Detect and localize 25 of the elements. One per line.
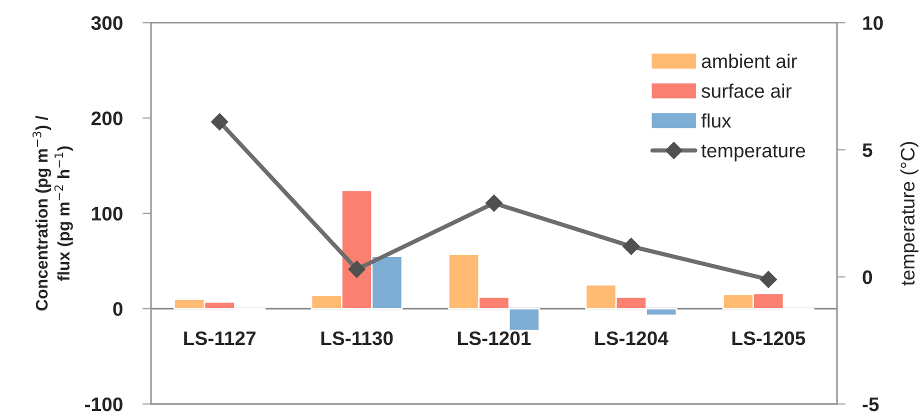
y2-tick-label: 5	[862, 143, 872, 158]
y-tick-label: 0	[113, 302, 122, 316]
y2-axis-title: temperature (°C)	[900, 142, 918, 286]
text: Concentration (pg m$^{−3}$) / flux (pg m$^{−2}$ h$^{−1}$)	[32, 116, 73, 310]
legend-label: temperature	[701, 144, 806, 162]
point	[622, 238, 640, 255]
point	[760, 270, 777, 288]
y-tick-label: 200	[91, 111, 122, 126]
x-tick-label: LS-1205	[732, 331, 806, 346]
y2-tick-label: -5	[862, 398, 879, 412]
y-tick-label: 300	[91, 16, 122, 30]
y-tick-label: -100	[85, 397, 122, 412]
y-tick-label: 100	[92, 206, 122, 221]
point	[348, 260, 366, 278]
legend-label: ambient air	[702, 54, 797, 68]
y2-tick-label: 0	[862, 270, 872, 284]
x-tick-label: LS-1204	[595, 331, 668, 346]
x-tick-label: LS-1201	[458, 331, 531, 346]
point	[211, 113, 228, 130]
point	[485, 194, 503, 212]
legend-label: surface air	[702, 84, 792, 98]
x-tick-label: LS-1130	[321, 331, 393, 346]
legend-label: flux	[701, 113, 732, 128]
y2-tick-label: 10	[863, 16, 883, 30]
x-tick-label: LS-1127	[184, 331, 256, 346]
